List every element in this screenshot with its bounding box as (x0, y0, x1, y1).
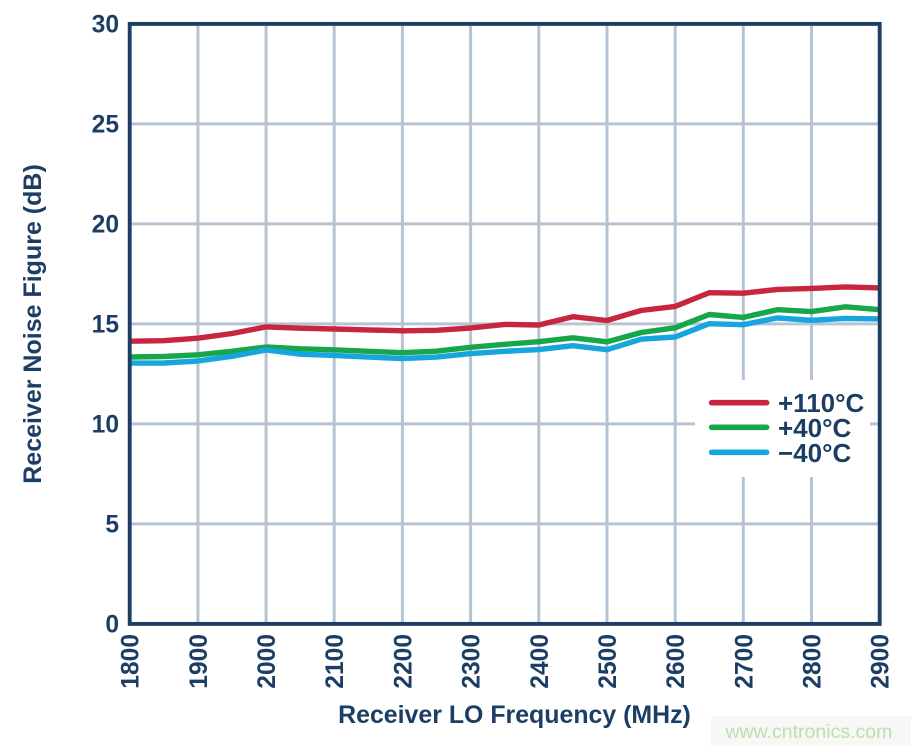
svg-text:25: 25 (92, 112, 119, 139)
svg-text:5: 5 (105, 512, 119, 539)
svg-text:+110°C: +110°C (778, 388, 865, 418)
svg-text:20: 20 (92, 212, 119, 239)
svg-text:2700: 2700 (731, 634, 758, 689)
svg-text:0: 0 (105, 612, 119, 639)
svg-text:2900: 2900 (868, 634, 895, 689)
svg-text:2400: 2400 (527, 634, 554, 689)
svg-text:30: 30 (92, 12, 119, 39)
svg-text:2300: 2300 (459, 634, 486, 689)
svg-text:2200: 2200 (390, 634, 417, 689)
svg-text:10: 10 (92, 412, 119, 439)
svg-text:+40°C: +40°C (778, 413, 852, 443)
svg-text:2500: 2500 (595, 634, 622, 689)
svg-text:www.cntronics.com: www.cntronics.com (724, 721, 892, 743)
svg-text:2800: 2800 (800, 634, 827, 689)
svg-text:2600: 2600 (663, 634, 690, 689)
svg-text:15: 15 (92, 312, 119, 339)
svg-text:1800: 1800 (118, 634, 145, 689)
svg-text:1900: 1900 (186, 634, 213, 689)
svg-text:2000: 2000 (254, 634, 281, 689)
svg-text:2100: 2100 (322, 634, 349, 689)
svg-text:Receiver LO Frequency (MHz): Receiver LO Frequency (MHz) (338, 701, 691, 729)
svg-text:−40°C: −40°C (778, 438, 852, 468)
svg-text:Receiver Noise Figure (dB): Receiver Noise Figure (dB) (19, 164, 47, 484)
